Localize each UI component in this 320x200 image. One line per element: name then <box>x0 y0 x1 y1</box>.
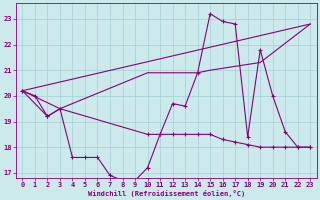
X-axis label: Windchill (Refroidissement éolien,°C): Windchill (Refroidissement éolien,°C) <box>88 190 245 197</box>
